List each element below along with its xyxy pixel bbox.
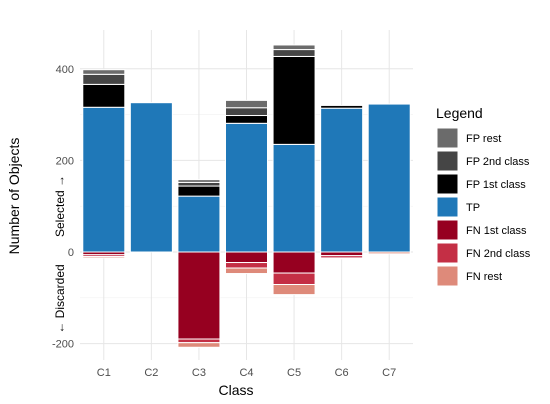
x-tick-label: C6 xyxy=(335,367,349,379)
bar-c5-fp-2nd-class xyxy=(272,49,316,57)
bar-c1-fp-rest xyxy=(82,69,126,75)
bar-c5-tp xyxy=(272,143,316,253)
bar-c3-fn-rest xyxy=(177,342,221,348)
bar-c7-tp xyxy=(367,103,411,253)
legend-label: TP xyxy=(466,202,480,214)
legend-swatch-fn-rest xyxy=(436,265,459,287)
bar-c4-fp-rest xyxy=(225,99,268,109)
bar-c3-fn-2nd-class xyxy=(177,338,221,344)
bar-c3-fn-1st-class xyxy=(177,251,221,340)
y-axis-ticks: -200 0 200 400 xyxy=(52,64,74,351)
y-tick-label: 400 xyxy=(56,64,74,76)
legend-label: FP 1st class xyxy=(466,179,526,191)
bar-c5-fn-2nd-class xyxy=(272,272,316,286)
y-axis-title: Number of Objects xyxy=(6,138,22,255)
y-tick-label: 0 xyxy=(68,247,74,259)
bar-c3-tp xyxy=(177,195,221,253)
legend-swatch-tp xyxy=(436,196,459,218)
legend-swatch-fp-rest xyxy=(436,127,459,149)
bar-c5-fn-rest xyxy=(272,284,316,296)
bar-c4-tp xyxy=(225,122,268,253)
bar-c1-fp-2nd-class xyxy=(82,73,126,85)
legend-label: FP 2nd class xyxy=(466,156,530,168)
bar-c3-fp-rest xyxy=(177,179,221,183)
bar-c1-fn-rest xyxy=(82,256,126,259)
legend-label: FN rest xyxy=(466,271,502,283)
x-tick-label: C7 xyxy=(382,367,396,379)
legend-label: FN 2nd class xyxy=(466,248,531,260)
legend: Legend FP rest FP 2nd class FP 1st class TP… xyxy=(436,105,531,287)
legend-label: FP rest xyxy=(466,133,501,145)
bar-c3-fp-2nd-class xyxy=(177,181,221,187)
bar-c1-fp-1st-class xyxy=(82,83,126,108)
bar-c5-fp-rest xyxy=(272,44,316,51)
bar-c4-fp-2nd-class xyxy=(225,107,268,117)
bar-c4-fn-1st-class xyxy=(225,251,268,264)
bar-c5-fp-1st-class xyxy=(272,55,316,145)
selected-label: Selected → xyxy=(53,175,67,237)
x-axis-title: Class xyxy=(218,382,253,398)
legend-swatch-fp-1st-class xyxy=(436,173,459,195)
bar-c6-fn-1st-class xyxy=(320,251,364,257)
legend-swatch-fn-2nd-class xyxy=(436,242,459,264)
bar-c1-tp xyxy=(82,106,126,253)
bar-c7-fn-rest xyxy=(367,251,411,255)
bar-c4-fn-2nd-class xyxy=(225,262,268,269)
bar-c3-fp-1st-class xyxy=(177,185,221,197)
legend-swatch-fp-2nd-class xyxy=(436,150,459,172)
y-tick-label: 200 xyxy=(56,155,74,167)
x-tick-label: C2 xyxy=(144,367,158,379)
bar-c2-tp xyxy=(129,102,173,253)
bars-group xyxy=(82,44,411,348)
x-tick-label: C4 xyxy=(239,367,253,379)
legend-label: FN 1st class xyxy=(466,225,527,237)
bar-c4-fp-1st-class xyxy=(225,115,268,124)
bar-c6-tp xyxy=(320,107,364,253)
legend-title: Legend xyxy=(436,105,483,121)
bar-c6-fp-1st-class xyxy=(320,104,364,109)
x-tick-label: C1 xyxy=(97,367,111,379)
discarded-label: ← Discarded xyxy=(53,264,67,333)
bar-c5-fn-1st-class xyxy=(272,251,316,274)
y-tick-label: -200 xyxy=(52,339,74,351)
x-tick-label: C3 xyxy=(192,367,206,379)
x-tick-label: C5 xyxy=(287,367,301,379)
bar-c4-fn-rest xyxy=(225,267,268,275)
bar-c6-fn-rest xyxy=(320,257,364,260)
x-axis-ticks: C1 C2 C3 C4 C5 C6 C7 xyxy=(97,367,396,379)
legend-swatch-fn-1st-class xyxy=(436,219,459,241)
